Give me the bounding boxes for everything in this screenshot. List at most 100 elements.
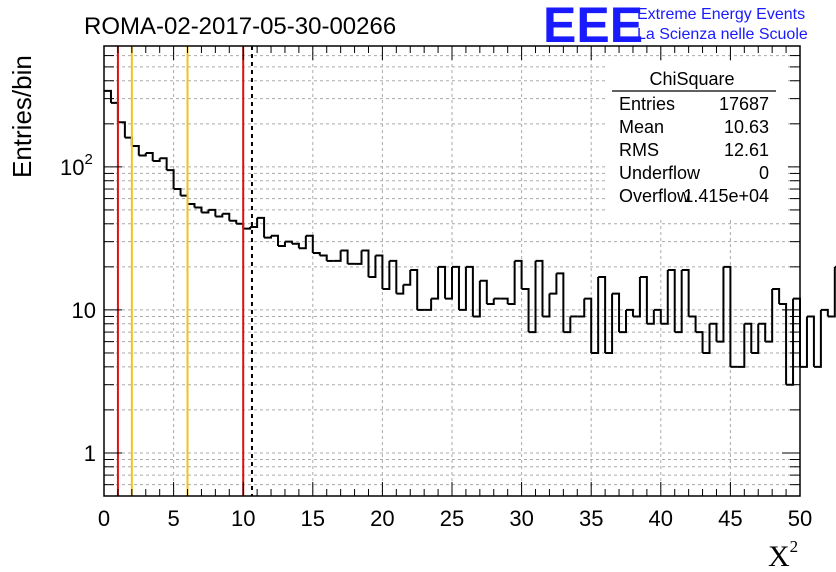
histogram-bin: [403, 270, 412, 286]
histogram-bin: [500, 297, 509, 304]
histogram-bin: [257, 216, 266, 238]
histogram: [104, 89, 836, 386]
histogram-bin: [319, 254, 328, 261]
y-tick-label: 10: [72, 298, 96, 323]
logo-mark: EEE: [543, 0, 643, 53]
histogram-bin: [354, 250, 363, 265]
histogram-bin: [528, 260, 537, 334]
stats-row-value: 1.415e+04: [683, 186, 769, 206]
histogram-bin: [250, 217, 259, 228]
histogram-bin: [660, 270, 669, 325]
histogram-bin: [793, 297, 801, 367]
histogram-bin: [556, 272, 565, 333]
histogram-bin: [626, 308, 634, 317]
x-tick-label: 50: [788, 506, 812, 531]
histogram-bin: [751, 323, 760, 354]
histogram-bin: [549, 273, 558, 295]
stats-row-label: RMS: [619, 140, 659, 160]
histogram-bin: [187, 203, 196, 208]
histogram-bin: [382, 260, 391, 291]
histogram-bin: [563, 316, 572, 334]
histogram-bin: [389, 259, 398, 294]
histogram-bin: [243, 226, 252, 230]
histogram-bin: [514, 259, 523, 290]
histogram-bin: [507, 260, 516, 305]
histogram-bin: [396, 284, 405, 295]
histogram-bin: [458, 266, 467, 311]
stats-row-value: 17687: [719, 94, 769, 114]
stats-row-label: Mean: [619, 117, 664, 137]
eee-logo: EEE Extreme Energy Events La Scienza nel…: [543, 0, 808, 53]
histogram-bin: [291, 242, 300, 249]
histogram-bin: [333, 250, 342, 262]
histogram-bin: [340, 249, 349, 264]
histogram-bin: [542, 293, 551, 318]
histogram-bin: [820, 308, 829, 317]
x-axis-label-sup: 2: [790, 537, 799, 556]
logo-line-2: La Scienza nelle Scuole: [637, 26, 808, 43]
histogram-bin: [667, 269, 676, 333]
histogram-bin: [264, 235, 273, 239]
stats-row-value: 12.61: [724, 140, 769, 160]
histogram-bin: [681, 269, 690, 317]
histogram-bin: [632, 276, 641, 318]
histogram-bin: [222, 212, 231, 221]
x-tick-label: 35: [579, 506, 603, 531]
histogram-bin: [194, 206, 203, 213]
x-tick-labels: 0 5 10 15 20 25 30 35 40 45 50: [98, 506, 812, 531]
x-tick-label: 5: [167, 506, 179, 531]
histogram-bin: [104, 89, 112, 103]
stats-row-label: Overflow: [619, 186, 691, 206]
histogram-bin: [605, 293, 614, 354]
histogram-bin: [472, 280, 481, 318]
histogram-bin: [180, 194, 189, 205]
histogram-bin: [765, 289, 774, 343]
histogram-bin: [653, 308, 662, 324]
histogram-bin: [452, 265, 460, 310]
histogram-bin: [278, 241, 286, 247]
histogram-bin: [639, 275, 648, 324]
histogram-bin: [772, 288, 781, 304]
histogram-bin: [486, 298, 495, 305]
histogram-bin: [117, 121, 126, 138]
histogram-bin: [305, 234, 314, 253]
y-tick-label: 102: [60, 151, 93, 180]
histogram-bin: [368, 255, 377, 278]
histogram-bin: [535, 259, 544, 317]
histogram-bin: [591, 276, 600, 354]
x-axis-label-base: X: [768, 540, 790, 572]
stats-row-label: Entries: [619, 94, 675, 114]
chart-title: ROMA-02-2017-05-30-00266: [84, 13, 396, 40]
histogram-bin: [827, 266, 836, 318]
histogram-bin: [577, 298, 586, 318]
histogram-bin: [431, 266, 440, 300]
histogram-bin: [598, 275, 607, 353]
histogram-bin: [438, 265, 447, 299]
y-tick-label-base: 10: [60, 155, 84, 180]
y-tick-label: 1: [84, 441, 96, 466]
x-tick-label: 20: [370, 506, 394, 531]
histogram-bin: [215, 213, 224, 218]
y-tick-label-sup: 2: [84, 151, 92, 168]
histogram-bin: [410, 269, 419, 310]
histogram-bin: [145, 152, 154, 161]
histogram-bin: [737, 323, 746, 368]
logo-line-1: Extreme Energy Events: [637, 6, 805, 23]
x-axis-label: X2: [768, 537, 798, 572]
histogram-bin: [131, 144, 140, 156]
histogram-bin: [312, 251, 321, 256]
histogram-bin: [744, 322, 753, 353]
histogram-bin: [271, 234, 279, 246]
x-tick-label: 45: [718, 506, 742, 531]
histogram-bin: [173, 188, 182, 196]
x-tick-label: 40: [649, 506, 673, 531]
histogram-bin: [284, 240, 293, 244]
x-tick-label: 10: [231, 506, 255, 531]
stats-row-value: 10.63: [724, 117, 769, 137]
histogram-bin: [806, 315, 815, 367]
histogram-bin: [695, 331, 704, 353]
histogram-bin: [445, 266, 453, 300]
histogram-bin: [298, 235, 307, 250]
histogram-bin: [424, 298, 433, 311]
